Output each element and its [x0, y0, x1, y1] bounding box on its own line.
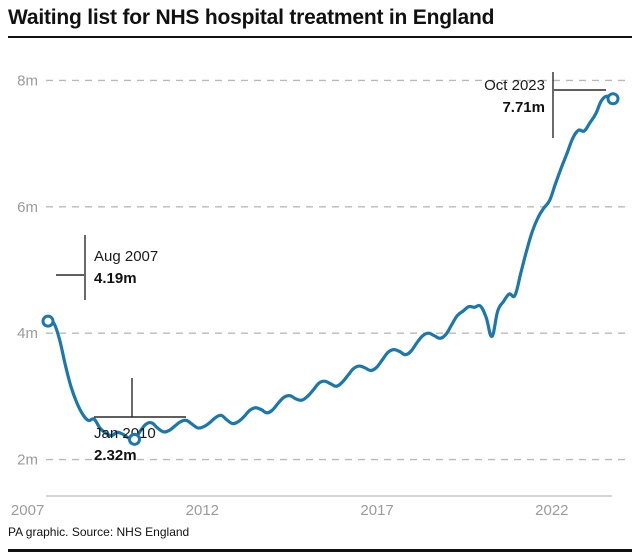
graphic-footer: PA graphic. Source: NHS England	[0, 522, 640, 556]
y-tick-4m: 4m	[17, 325, 38, 342]
graphic-header: Waiting list for NHS hospital treatment …	[0, 0, 640, 38]
gridlines	[46, 79, 625, 461]
y-tick-8m: 8m	[17, 72, 38, 89]
annotation-date-oct-2023: Oct 2023	[484, 77, 545, 94]
data-point-marker	[41, 314, 55, 328]
data-point-marker	[606, 92, 620, 106]
annotation-aug-2007: Aug 2007 4.19m	[56, 235, 158, 300]
annotation-date-jan-2010: Jan 2010	[94, 425, 156, 442]
data-point-marker	[127, 432, 141, 446]
x-tick-2017: 2017	[360, 502, 393, 518]
x-tick-2012: 2012	[186, 502, 219, 518]
annotation-oct-2023: Oct 2023 7.71m	[484, 72, 606, 138]
annotation-value-oct-2023: 7.71m	[502, 99, 545, 116]
x-tick-2022: 2022	[535, 502, 568, 518]
header-divider	[8, 36, 632, 38]
annotation-value-aug-2007: 4.19m	[94, 270, 137, 287]
source-credit: PA graphic. Source: NHS England	[8, 525, 190, 539]
annotation-value-jan-2010: 2.32m	[94, 447, 137, 464]
y-tick-6m: 6m	[17, 199, 38, 216]
line-chart: 2m 4m 6m 8m 2007 2012 2017 2022 Aug 2007 4.19m…	[0, 38, 640, 518]
data-point-markers	[41, 92, 620, 446]
page-title: Waiting list for NHS hospital treatment …	[8, 6, 495, 29]
chart-canvas: 2m 4m 6m 8m 2007 2012 2017 2022 Aug 2007 4.19m…	[11, 72, 625, 518]
y-tick-2m: 2m	[17, 452, 38, 469]
x-axis-tick-labels: 2007 2012 2017 2022	[11, 502, 569, 518]
data-series-line	[46, 94, 615, 442]
footer-divider	[8, 549, 632, 552]
y-axis-tick-labels: 2m 4m 6m 8m	[17, 72, 38, 468]
annotation-date-aug-2007: Aug 2007	[94, 248, 158, 265]
x-tick-2007: 2007	[11, 502, 44, 518]
annotation-jan-2010: Jan 2010 2.32m	[94, 378, 186, 464]
